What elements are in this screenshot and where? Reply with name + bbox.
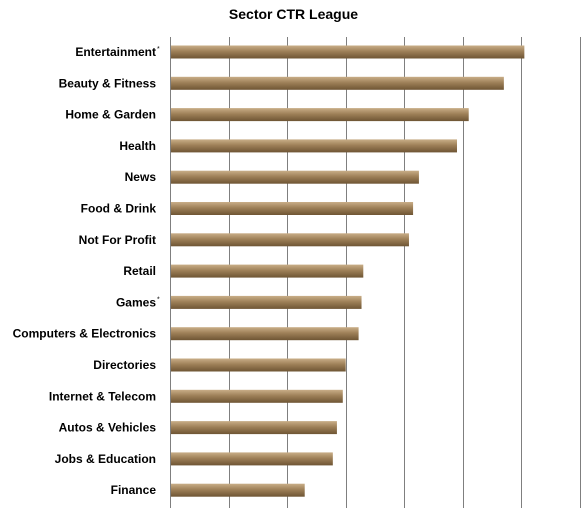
category-label: Food & Drink — [81, 202, 157, 216]
category-label: Internet & Telecom — [49, 389, 156, 403]
category-footnote-mark: * — [157, 296, 160, 303]
category-label: Games — [116, 295, 156, 309]
category-label: Beauty & Fitness — [59, 76, 157, 90]
category-label: News — [125, 170, 157, 184]
bar — [171, 76, 504, 90]
bar — [171, 452, 333, 466]
bar — [171, 421, 337, 435]
bar — [171, 264, 364, 278]
bar — [171, 45, 525, 59]
category-label: Entertainment — [75, 45, 156, 59]
category-label: Jobs & Education — [55, 452, 156, 466]
category-label: Directories — [93, 358, 156, 372]
category-label: Autos & Vehicles — [59, 421, 157, 435]
bars — [171, 45, 525, 497]
bar — [171, 483, 305, 497]
bar — [171, 327, 359, 341]
bar — [171, 139, 457, 153]
bar — [171, 170, 419, 184]
bar — [171, 202, 414, 215]
category-label: Home & Garden — [65, 108, 156, 122]
category-label: Not For Profit — [79, 233, 156, 247]
category-label: Computers & Electronics — [13, 327, 157, 341]
bar — [171, 295, 362, 309]
bar — [171, 358, 346, 372]
category-label: Finance — [111, 483, 157, 497]
category-footnote-mark: * — [157, 46, 160, 53]
category-label: Retail — [123, 264, 156, 278]
bar — [171, 108, 469, 122]
category-label: Health — [119, 139, 156, 153]
bar — [171, 389, 343, 403]
bar — [171, 233, 409, 247]
chart-title: Sector CTR League — [228, 6, 359, 22]
